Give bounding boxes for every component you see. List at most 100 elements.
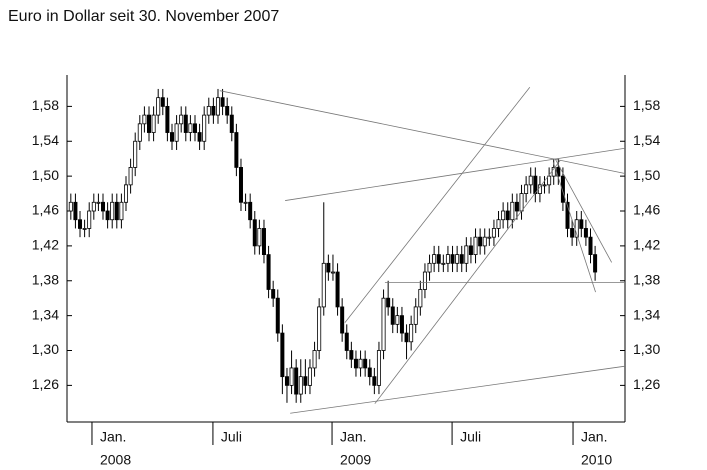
candle-body (326, 262, 331, 273)
candle-body (386, 297, 391, 308)
trend-line (554, 158, 613, 263)
candle-body (105, 210, 110, 221)
candle-body (514, 201, 519, 212)
y-tick-label: 1,30 (32, 341, 59, 357)
candle-body (243, 201, 248, 204)
candle-body (202, 114, 207, 142)
candle-body (169, 132, 174, 142)
candle-body (551, 167, 556, 177)
candle-body (358, 358, 363, 369)
candle-body (376, 350, 381, 386)
candle-body (225, 105, 230, 116)
candle-body (234, 132, 239, 168)
candle-body (579, 219, 584, 229)
candle-body (257, 228, 262, 247)
candle-body (188, 123, 193, 133)
candle-body (192, 123, 197, 133)
candle-body (455, 254, 460, 264)
candle-body (238, 167, 243, 203)
trend-line (552, 162, 596, 293)
y-tick-label-right: 1,34 (633, 306, 660, 322)
candle-body (487, 236, 492, 239)
candle-body (303, 376, 308, 386)
candle-body (137, 123, 142, 142)
candle-body (542, 184, 547, 187)
candle-body (280, 332, 285, 378)
candle-body (496, 219, 501, 229)
candle-body (570, 228, 575, 238)
trend-line (374, 160, 561, 404)
x-tick-label: Jan. (100, 429, 126, 445)
candle-body (418, 289, 423, 308)
candle-body (321, 262, 326, 308)
trend-line (344, 86, 531, 323)
candle-body (349, 350, 354, 360)
candle-body (491, 228, 496, 238)
x-tick-label: Jan. (581, 429, 607, 445)
x-tick-label: Juli (221, 429, 242, 445)
candle-body (266, 254, 271, 290)
candle-body (501, 210, 506, 221)
x-year-label: 2008 (100, 452, 131, 468)
y-tick-label: 1,46 (32, 202, 59, 218)
candle-body (165, 105, 170, 133)
candle-body (91, 201, 96, 212)
candle-body (468, 245, 473, 256)
candle-body (252, 219, 257, 247)
y-tick-label: 1,58 (32, 97, 59, 113)
candle-body (404, 332, 409, 343)
y-tick-label-right: 1,54 (633, 132, 660, 148)
candle-body (142, 114, 147, 125)
y-tick-label: 1,50 (32, 167, 59, 183)
candle-body (422, 271, 427, 290)
candle-body (114, 201, 119, 221)
candle-body (101, 201, 106, 212)
x-year-label: 2009 (340, 452, 371, 468)
candle-body (151, 114, 156, 133)
candle-body (450, 254, 455, 264)
candle-body (197, 132, 202, 142)
candle-body (519, 193, 524, 212)
candle-body (307, 367, 312, 386)
candle-body (289, 367, 294, 386)
candle-body (110, 201, 115, 221)
candle-body (73, 201, 78, 221)
x-tick-label: Juli (460, 429, 481, 445)
candle-body (478, 236, 483, 247)
candle-body (381, 297, 386, 351)
candle-body (133, 140, 138, 168)
candle-body (473, 236, 478, 256)
candle-body (459, 254, 464, 264)
candle-body (505, 210, 510, 221)
candle-body (363, 358, 368, 369)
candle-body (583, 228, 588, 238)
candle-body (560, 175, 565, 203)
candle-body (96, 201, 101, 204)
candle-body (174, 123, 179, 142)
candle-body (524, 184, 529, 194)
candle-body (298, 376, 303, 395)
candle-body (528, 175, 533, 186)
candle-body (330, 271, 335, 274)
candle-body (588, 236, 593, 256)
y-tick-label: 1,34 (32, 306, 59, 322)
candle-body (547, 175, 552, 186)
y-tick-label: 1,38 (32, 271, 59, 287)
y-tick-label: 1,26 (32, 376, 59, 392)
candle-body (353, 358, 358, 369)
candle-body (335, 271, 340, 308)
candle-body (445, 254, 450, 264)
candle-body (128, 167, 133, 186)
y-tick-label-right: 1,38 (633, 271, 660, 287)
trend-line (219, 90, 626, 174)
candle-body (317, 306, 322, 351)
candle-body (87, 210, 92, 229)
candle-body (206, 105, 211, 116)
candle-body (344, 332, 349, 351)
candle-body (156, 97, 161, 116)
candle-body (399, 315, 404, 334)
candle-body (294, 367, 299, 395)
trend-line (290, 365, 626, 414)
candle-body (340, 306, 345, 334)
